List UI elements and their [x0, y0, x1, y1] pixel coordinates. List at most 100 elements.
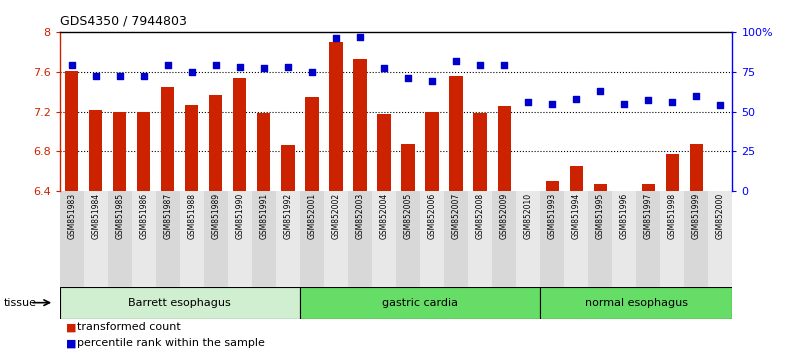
Text: transformed count: transformed count [77, 322, 181, 332]
Point [618, 101, 630, 107]
Bar [185, 104, 198, 191]
Bar [330, 42, 342, 191]
Text: GSM852009: GSM852009 [500, 193, 509, 239]
Bar [660, 191, 685, 287]
Point [65, 62, 78, 68]
Point [450, 58, 462, 63]
Text: GSM852010: GSM852010 [524, 193, 533, 239]
Text: GSM851987: GSM851987 [163, 193, 172, 239]
Bar [498, 105, 511, 191]
Bar [137, 112, 150, 191]
Text: ■: ■ [66, 338, 76, 348]
Text: Barrett esophagus: Barrett esophagus [128, 298, 231, 308]
Point [377, 66, 390, 72]
Point [546, 101, 559, 107]
Text: GSM851998: GSM851998 [668, 193, 677, 239]
Bar [132, 191, 156, 287]
Bar [180, 191, 204, 287]
Text: GSM851992: GSM851992 [283, 193, 292, 239]
Bar [685, 191, 708, 287]
Point [521, 99, 534, 105]
Bar [492, 191, 516, 287]
Point [258, 66, 271, 72]
Bar [425, 112, 439, 191]
Bar [162, 87, 174, 191]
Point [666, 99, 679, 105]
Text: GSM851988: GSM851988 [187, 193, 197, 239]
Point [209, 62, 222, 68]
Bar [252, 191, 276, 287]
Bar [348, 191, 372, 287]
Point [330, 35, 342, 41]
Bar [420, 191, 444, 287]
Text: GSM851997: GSM851997 [644, 193, 653, 239]
Text: GSM852005: GSM852005 [404, 193, 412, 239]
Bar [107, 191, 132, 287]
Text: GSM852002: GSM852002 [331, 193, 341, 239]
Bar [60, 287, 300, 319]
Bar [545, 181, 559, 191]
Text: percentile rank within the sample: percentile rank within the sample [77, 338, 265, 348]
Point [402, 75, 415, 81]
Bar [300, 287, 540, 319]
Point [426, 79, 439, 84]
Bar [468, 191, 492, 287]
Text: GSM851995: GSM851995 [595, 193, 605, 239]
Bar [257, 113, 271, 191]
Point [690, 93, 703, 98]
Text: GDS4350 / 7944803: GDS4350 / 7944803 [60, 14, 186, 27]
Bar [233, 78, 247, 191]
Bar [444, 191, 468, 287]
Text: GSM852001: GSM852001 [307, 193, 317, 239]
Bar [450, 76, 462, 191]
Bar [474, 113, 486, 191]
Bar [636, 191, 660, 287]
Bar [372, 191, 396, 287]
Bar [588, 191, 612, 287]
Point [113, 74, 126, 79]
Bar [113, 112, 127, 191]
Point [498, 62, 510, 68]
Bar [89, 109, 103, 191]
Bar [65, 71, 78, 191]
Point [306, 69, 318, 75]
Bar [228, 191, 252, 287]
Text: GSM852004: GSM852004 [380, 193, 388, 239]
Text: GSM852003: GSM852003 [356, 193, 365, 239]
Bar [276, 191, 300, 287]
Bar [594, 184, 607, 191]
Text: GSM851984: GSM851984 [92, 193, 100, 239]
Bar [306, 97, 318, 191]
Text: GSM851983: GSM851983 [67, 193, 76, 239]
Bar [540, 287, 732, 319]
Text: GSM851994: GSM851994 [572, 193, 580, 239]
Bar [281, 145, 295, 191]
Text: GSM851991: GSM851991 [259, 193, 268, 239]
Text: GSM851999: GSM851999 [692, 193, 700, 239]
Point [570, 96, 583, 102]
Point [353, 34, 366, 40]
Bar [564, 191, 588, 287]
Point [594, 88, 607, 93]
Text: GSM852008: GSM852008 [475, 193, 485, 239]
Point [89, 74, 102, 79]
Point [162, 62, 174, 68]
Bar [401, 144, 415, 191]
Text: GSM851985: GSM851985 [115, 193, 124, 239]
Text: gastric cardia: gastric cardia [382, 298, 458, 308]
Point [233, 64, 246, 70]
Text: tissue: tissue [4, 298, 37, 308]
Point [282, 64, 295, 70]
Bar [689, 144, 703, 191]
Text: GSM852006: GSM852006 [427, 193, 436, 239]
Bar [300, 191, 324, 287]
Bar [84, 191, 107, 287]
Point [138, 74, 150, 79]
Bar [612, 191, 636, 287]
Bar [156, 191, 180, 287]
Bar [353, 59, 367, 191]
Point [714, 102, 727, 108]
Bar [377, 114, 391, 191]
Text: GSM851996: GSM851996 [620, 193, 629, 239]
Text: GSM851990: GSM851990 [236, 193, 244, 239]
